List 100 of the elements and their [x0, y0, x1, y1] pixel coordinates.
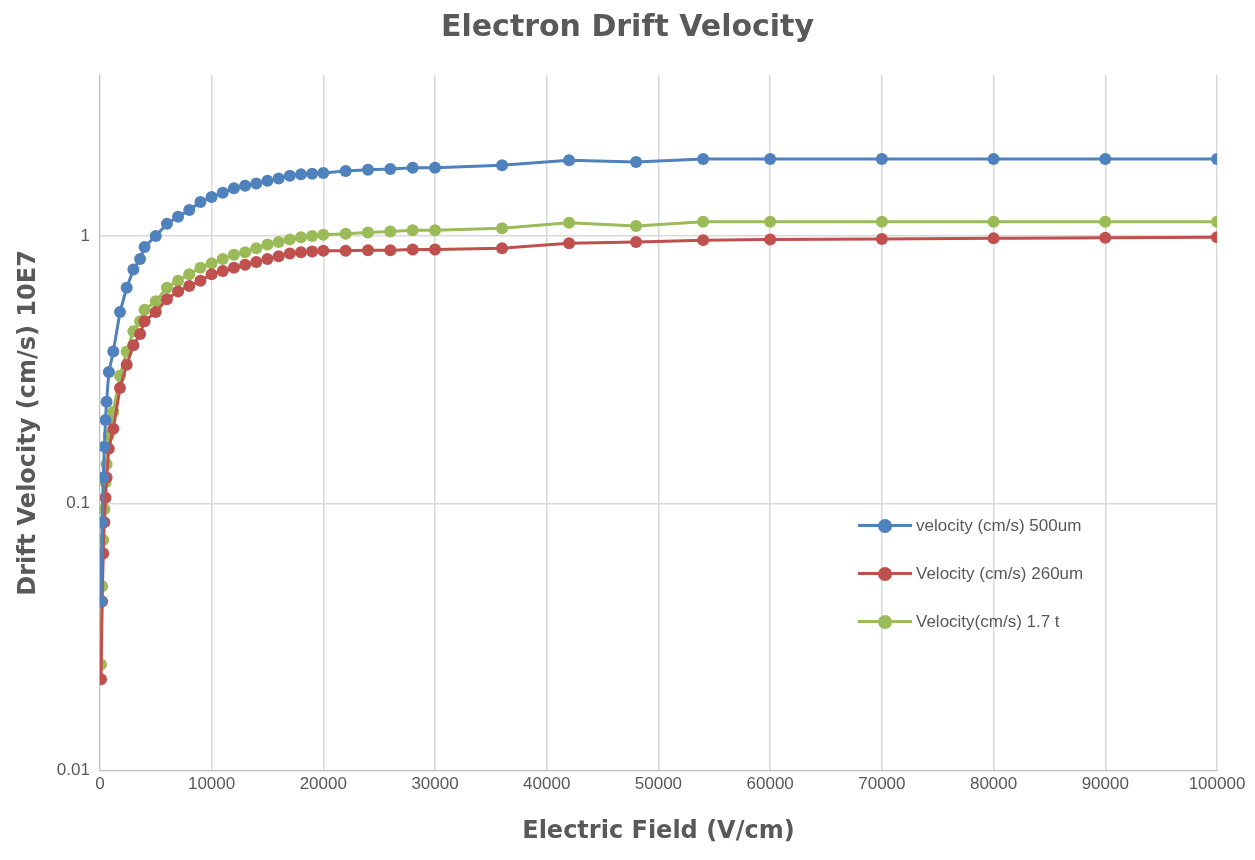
point [227, 182, 240, 195]
point [283, 247, 296, 260]
point [134, 253, 147, 266]
point [239, 258, 252, 271]
point [172, 285, 185, 298]
point [127, 339, 140, 352]
point [272, 235, 285, 248]
point [227, 261, 240, 274]
x-tick-label: 100000 [1188, 773, 1246, 793]
point [987, 153, 1000, 166]
point [361, 163, 374, 176]
point [172, 274, 185, 287]
x-tick-label: 80000 [969, 773, 1018, 793]
legend-label: velocity (cm/s) 500um [916, 516, 1082, 536]
point [216, 253, 229, 266]
point [496, 222, 509, 235]
point [764, 215, 777, 228]
y-axis-title: Drift Velocity (cm/s) 10E7 [12, 250, 41, 596]
point [261, 238, 274, 251]
point [987, 232, 1000, 245]
point [149, 229, 162, 242]
point [138, 315, 151, 328]
point [283, 233, 296, 246]
point [1099, 215, 1112, 228]
y-tick-label: 1 [80, 225, 90, 245]
point [149, 295, 162, 308]
point [272, 250, 285, 263]
point [134, 328, 147, 341]
point [406, 224, 419, 237]
point [272, 172, 285, 185]
x-tick-label: 20000 [299, 773, 347, 793]
point [250, 255, 263, 268]
point [261, 174, 274, 187]
point [361, 226, 374, 239]
point [875, 215, 888, 228]
point [120, 281, 133, 294]
point [102, 366, 115, 379]
point [99, 440, 111, 453]
point [563, 154, 576, 167]
x-axis-title: Electric Field (V/cm) [522, 815, 795, 844]
point [160, 281, 173, 294]
point [250, 177, 263, 190]
point [205, 268, 218, 281]
point [172, 210, 185, 223]
point [183, 268, 196, 281]
point [100, 395, 113, 408]
point [114, 305, 126, 318]
point [216, 186, 229, 199]
point [107, 345, 120, 358]
point [339, 227, 352, 240]
point [406, 161, 419, 174]
point [114, 382, 126, 395]
point [205, 257, 218, 270]
point [384, 225, 397, 238]
point [216, 264, 229, 277]
point [283, 169, 296, 182]
point [107, 422, 120, 435]
point [138, 240, 151, 253]
point [339, 165, 352, 177]
x-tick-label: 30000 [411, 773, 459, 793]
point [250, 242, 263, 255]
point [630, 219, 643, 232]
point [306, 167, 319, 180]
point [361, 244, 374, 257]
point [563, 237, 576, 250]
point [1099, 153, 1112, 166]
point [630, 156, 643, 169]
point [429, 224, 442, 237]
point [261, 253, 274, 266]
point [294, 168, 307, 181]
point [1099, 231, 1112, 244]
x-tick-label: 50000 [634, 773, 683, 793]
legend-label: Velocity (cm/s) 260um [916, 564, 1084, 584]
point [496, 242, 509, 255]
point [697, 215, 710, 228]
legend-label: Velocity(cm/s) 1.7 t [916, 612, 1060, 632]
point [127, 263, 140, 276]
point [194, 261, 207, 274]
x-tick-label: 60000 [746, 773, 794, 793]
point [384, 244, 397, 257]
point [294, 246, 307, 259]
point [697, 153, 710, 166]
point [306, 245, 319, 258]
x-tick-label: 90000 [1081, 773, 1129, 793]
point [317, 228, 330, 241]
point [306, 229, 319, 242]
point [875, 232, 888, 245]
x-tick-label: 40000 [523, 773, 571, 793]
point [227, 248, 240, 261]
point [630, 235, 643, 248]
point [194, 274, 207, 287]
point [160, 217, 173, 230]
y-tick-label: 0.01 [56, 760, 90, 780]
point [384, 163, 397, 176]
point [875, 153, 888, 166]
point [239, 179, 252, 192]
point [138, 303, 151, 316]
point [160, 293, 173, 306]
point [317, 244, 330, 257]
x-tick-label: 0 [95, 773, 105, 793]
